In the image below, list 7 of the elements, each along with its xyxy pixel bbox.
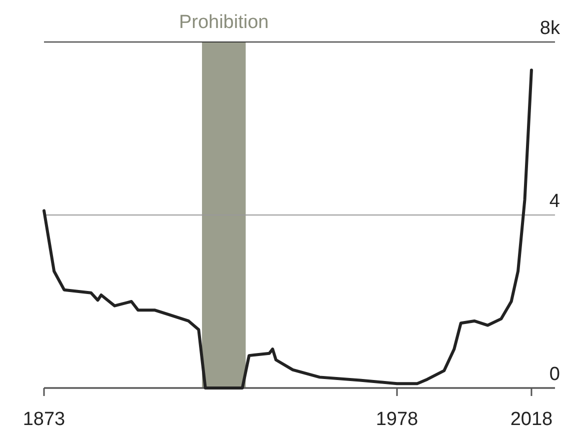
y-tick-label: 4 [549, 191, 560, 212]
x-tick-label: 1978 [376, 409, 418, 430]
x-tick-label: 1873 [22, 409, 66, 430]
x-tick-label: 2018 [510, 409, 553, 430]
y-tick-label: 8k [540, 18, 560, 39]
y-tick-label: 0 [549, 364, 560, 385]
band-label: Prohibition [178, 12, 269, 33]
